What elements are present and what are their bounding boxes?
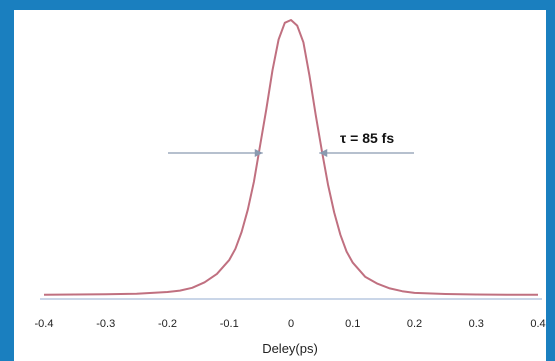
x-tick-label: 0 <box>288 318 294 330</box>
fwhm-annotation-text: τ = 85 fs <box>340 130 394 146</box>
x-tick-labels: -0.4 -0.3 -0.2 -0.1 0 0.1 0.2 0.3 0.4 <box>35 318 546 330</box>
x-axis-title: Deley(ps) <box>262 341 318 356</box>
x-tick-label: -0.4 <box>35 318 54 330</box>
x-tick-label: 0.3 <box>469 318 484 330</box>
x-tick-label: 0.2 <box>407 318 422 330</box>
x-tick-label: -0.1 <box>220 318 239 330</box>
fwhm-left-arrowhead <box>254 149 263 157</box>
x-tick-label: -0.3 <box>96 318 115 330</box>
x-tick-label: -0.2 <box>158 318 177 330</box>
x-tick-label: 0.4 <box>530 318 545 330</box>
annotation-layer: τ = 85 fs <box>168 130 414 157</box>
plot-background <box>14 10 546 361</box>
series-line <box>43 19 538 296</box>
x-tick-label: 0.1 <box>345 318 360 330</box>
series-layer <box>43 19 538 296</box>
fwhm-right-arrowhead <box>319 149 328 157</box>
